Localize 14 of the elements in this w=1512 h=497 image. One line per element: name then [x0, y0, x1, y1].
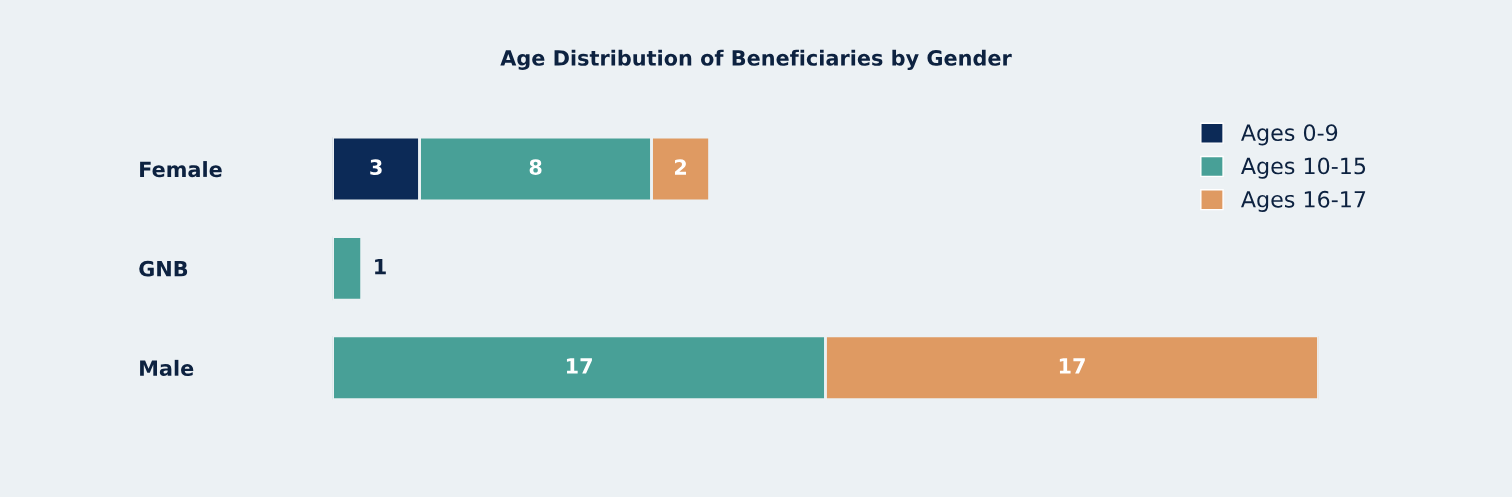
data-label: 17	[1059, 358, 1085, 374]
y-tick-label: Male	[140, 359, 194, 376]
data-label: 8	[529, 159, 542, 176]
y-tick-label: GNB	[139, 260, 188, 277]
y-tick-label: Female	[140, 161, 222, 178]
legend-label: Ages 0-9	[1241, 124, 1338, 146]
legend-label: Ages 16-17	[1241, 190, 1366, 212]
data-label: 17	[566, 358, 592, 374]
data-label: 3	[370, 159, 382, 176]
chart-title: Age Distribution of Beneficiaries by Gender	[500, 49, 1012, 71]
data-label: 2	[674, 159, 687, 175]
bar	[332, 235, 364, 302]
data-label: 1	[375, 258, 386, 275]
legend-label: Ages 10-15	[1241, 157, 1366, 179]
